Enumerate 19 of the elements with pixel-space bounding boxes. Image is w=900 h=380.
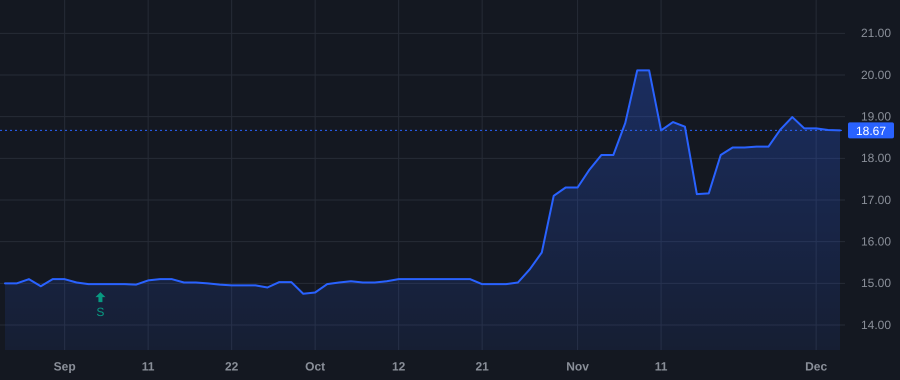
x-tick-label: Dec [805,360,828,374]
x-tick-label: 22 [224,360,239,374]
ref-line-label: 18.67 [856,124,886,138]
x-tick-label: 11 [142,360,155,374]
x-tick-label: 12 [392,360,406,374]
y-tick-label: 15.00 [860,276,892,290]
x-tick-label: 21 [475,360,490,374]
x-tick-label: Nov [566,360,590,374]
x-tick-label: Oct [305,360,326,374]
x-tick-label: 11 [654,360,668,374]
y-tick-label: 14.00 [860,318,892,332]
y-tick-label: 20.00 [860,68,892,82]
y-tick-label: 18.00 [860,151,892,166]
annotation: S [96,305,104,320]
x-tick-label: Sep [54,360,76,374]
y-tick-label: 19.00 [860,110,892,124]
y-tick-label: 17.00 [860,192,892,207]
y-tick-label: 16.00 [860,234,892,249]
y-tick-label: 21.00 [860,26,892,40]
